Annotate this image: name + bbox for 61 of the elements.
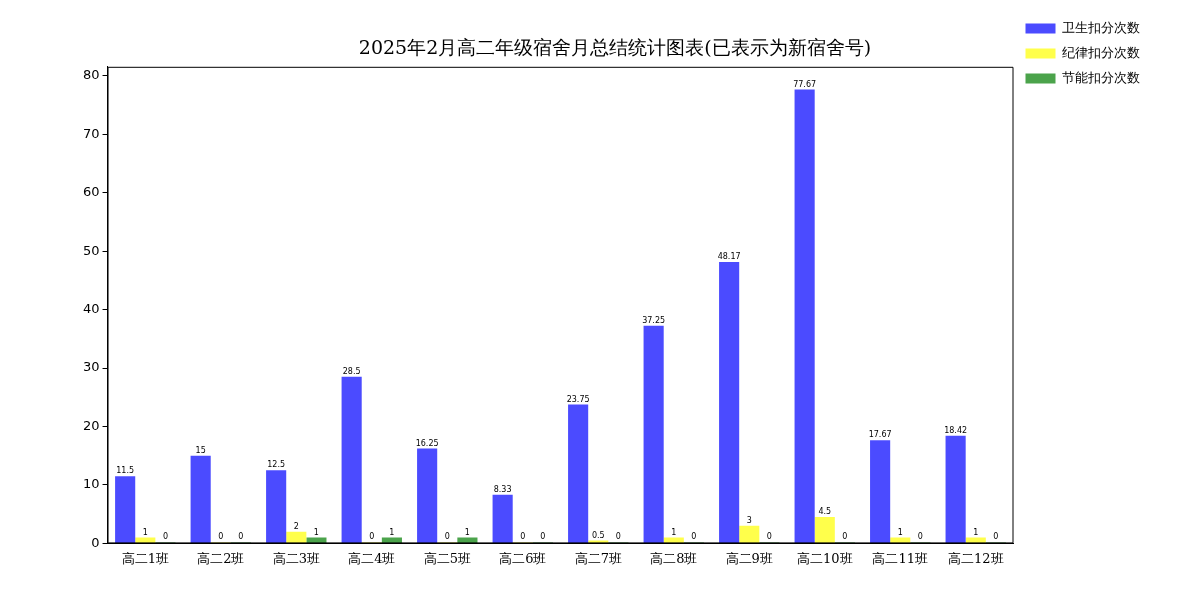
data-label: 1 [973,527,979,537]
data-label: 2 [293,521,299,531]
data-label: 1 [464,527,470,537]
data-label: 17.67 [868,430,892,440]
data-label: 0 [369,532,375,542]
data-label: 0 [238,532,244,542]
y-tick-label: 10 [83,476,100,492]
data-label: 8.33 [493,484,512,494]
data-label: 1 [389,527,395,537]
data-label: 0 [766,532,772,542]
data-label: 0 [993,532,999,542]
y-tick-label: 60 [83,184,100,200]
x-tick-label: 高二7班 [574,550,622,566]
data-label: 1 [313,527,319,537]
y-tick-label: 80 [83,67,100,83]
data-label: 0 [218,532,224,542]
data-label: 16.25 [415,438,439,448]
x-tick-label: 高二9班 [725,550,773,566]
x-tick-label: 高二6班 [499,550,547,566]
data-label: 0 [917,532,923,542]
data-label: 0 [520,532,526,542]
legend-label: 卫生扣分次数 [1062,19,1140,35]
x-tick-label: 高二2班 [197,550,245,566]
data-label: 12.5 [267,460,286,470]
chart-title: 2025年2月高二年级宿舍月总结统计图表(已表示为新宿舍号) [358,36,872,59]
data-label: 0.5 [591,530,605,540]
x-tick-label: 高二3班 [272,550,320,566]
legend-label: 纪律扣分次数 [1062,44,1140,60]
data-label: 48.17 [717,251,741,261]
data-label: 77.67 [793,79,817,89]
data-label: 4.5 [818,507,832,517]
data-label: 0 [444,532,450,542]
data-label: 37.25 [642,315,666,325]
data-label: 3 [746,515,752,525]
legend-label: 节能扣分次数 [1062,69,1140,85]
x-tick-label: 高二12班 [947,550,1004,566]
data-label: 15 [195,445,206,455]
x-tick-label: 高二10班 [796,550,853,566]
y-tick-label: 50 [83,242,100,258]
y-tick-label: 70 [83,125,100,141]
x-tick-label: 高二4班 [348,550,396,566]
data-label: 23.75 [566,394,590,404]
y-tick-label: 0 [91,534,100,550]
data-label: 1 [142,527,148,537]
x-tick-label: 高二11班 [872,550,929,566]
data-label: 1 [671,527,677,537]
x-tick-label: 高二8班 [650,550,698,566]
data-label: 0 [162,532,168,542]
y-tick-label: 20 [83,417,100,433]
data-label: 0 [842,532,848,542]
data-label: 0 [615,532,621,542]
data-label: 18.42 [944,425,968,435]
data-label: 1 [897,527,903,537]
y-tick-label: 40 [83,301,100,316]
data-label: 0 [691,532,697,542]
data-label: 28.5 [342,366,361,376]
y-tick-label: 30 [83,359,100,375]
data-label: 0 [540,532,546,542]
x-tick-label: 高二5班 [423,550,471,566]
data-label: 11.5 [116,466,135,476]
x-tick-label: 高二1班 [121,550,169,566]
